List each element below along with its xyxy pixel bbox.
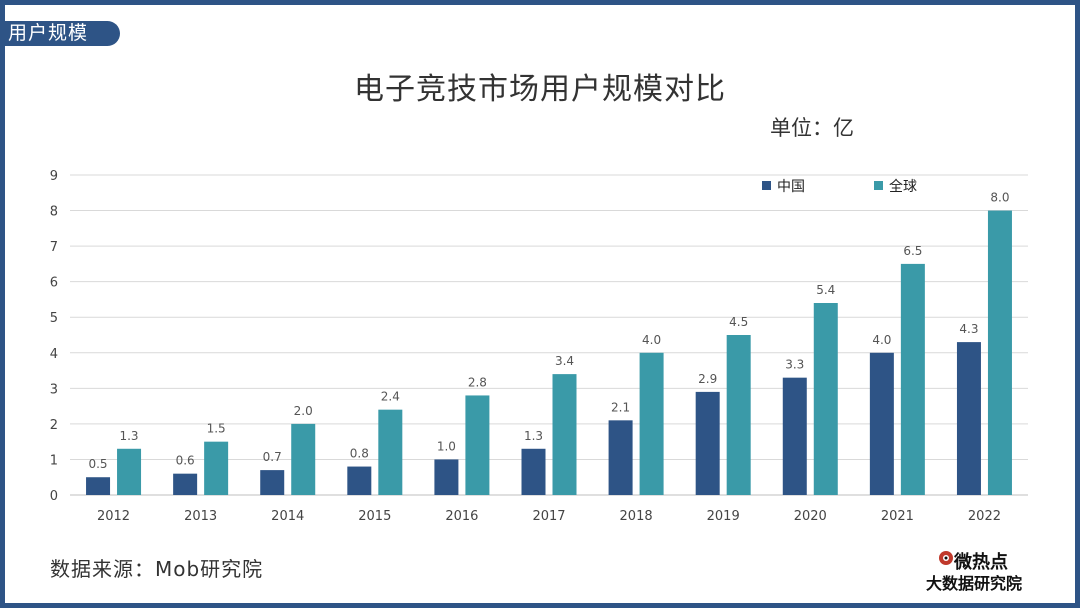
chart-title: 电子竞技市场用户规模对比: [354, 72, 726, 107]
unit-label: 单位：亿: [770, 116, 854, 140]
x-tick-label: 2014: [271, 509, 304, 524]
bar-global: [639, 352, 664, 495]
x-tick-label: 2022: [968, 509, 1001, 524]
x-tick-label: 2017: [532, 509, 565, 524]
bar-global: [204, 441, 229, 495]
data-label: 0.6: [176, 454, 195, 468]
bar-china: [260, 470, 285, 495]
data-label: 8.0: [990, 191, 1009, 205]
y-tick-label: 1: [50, 453, 58, 468]
x-tick-label: 2016: [445, 509, 478, 524]
bar-china: [608, 420, 633, 495]
y-tick-label: 6: [50, 276, 58, 291]
data-label: 4.0: [872, 333, 891, 347]
eye-logo-icon: [939, 551, 953, 565]
data-label: 1.0: [437, 439, 456, 453]
brand-subtitle: 大数据研究院: [926, 574, 1023, 593]
bar-global: [552, 374, 577, 495]
data-label: 0.7: [263, 450, 282, 464]
x-tick-label: 2012: [97, 509, 130, 524]
data-label: 2.0: [294, 404, 313, 418]
data-label: 5.4: [816, 283, 835, 297]
bar-global: [900, 263, 925, 495]
data-label: 6.5: [903, 244, 922, 258]
y-tick-label: 2: [50, 418, 58, 433]
bar-global: [291, 423, 316, 495]
legend-label-global: 全球: [889, 178, 917, 195]
legend-swatch-global: [874, 181, 883, 190]
data-label: 4.0: [642, 333, 661, 347]
data-label: 4.5: [729, 315, 748, 329]
x-tick-label: 2019: [707, 509, 740, 524]
bar-china: [173, 473, 198, 495]
bar-global: [117, 448, 142, 495]
legend-swatch-china: [762, 181, 771, 190]
x-tick-label: 2013: [184, 509, 217, 524]
y-tick-label: 8: [50, 205, 58, 220]
y-tick-label: 5: [50, 311, 58, 326]
data-label: 0.8: [350, 447, 369, 461]
section-tag: 用户规模: [0, 21, 120, 46]
data-label: 2.9: [698, 372, 717, 386]
brand-logo: 微热点 大数据研究院: [924, 546, 1048, 593]
bar-china: [521, 448, 546, 495]
data-label: 1.5: [207, 422, 226, 436]
bar-global: [813, 303, 838, 495]
y-tick-label: 0: [50, 489, 58, 504]
x-tick-label: 2018: [620, 509, 653, 524]
data-label: 4.3: [959, 322, 978, 336]
data-label: 2.4: [381, 390, 400, 404]
x-tick-label: 2020: [794, 509, 827, 524]
data-label: 0.5: [88, 457, 107, 471]
bar-global: [378, 409, 403, 495]
bar-china: [695, 391, 720, 495]
brand-name: 微热点: [954, 552, 1008, 573]
data-label: 2.8: [468, 375, 487, 389]
y-tick-label: 4: [50, 347, 58, 362]
bar-china: [782, 377, 807, 495]
x-tick-label: 2015: [358, 509, 391, 524]
data-label: 3.3: [785, 358, 804, 372]
data-label: 2.1: [611, 400, 630, 414]
bar-china: [434, 459, 459, 495]
bar-global: [987, 210, 1012, 496]
data-label: 1.3: [119, 429, 138, 443]
bar-global: [465, 395, 490, 495]
data-source: 数据来源：Mob研究院: [50, 557, 264, 581]
y-tick-label: 3: [50, 382, 58, 397]
bar-china: [347, 466, 372, 495]
bar-china: [869, 352, 894, 495]
bar-china: [956, 342, 981, 495]
bar-china: [86, 477, 111, 495]
data-label: 3.4: [555, 354, 574, 368]
legend-label-china: 中国: [777, 179, 805, 195]
x-tick-label: 2021: [881, 509, 914, 524]
bar-global: [726, 335, 751, 495]
y-tick-label: 9: [50, 169, 58, 184]
y-tick-label: 7: [50, 240, 58, 255]
data-label: 1.3: [524, 429, 543, 443]
